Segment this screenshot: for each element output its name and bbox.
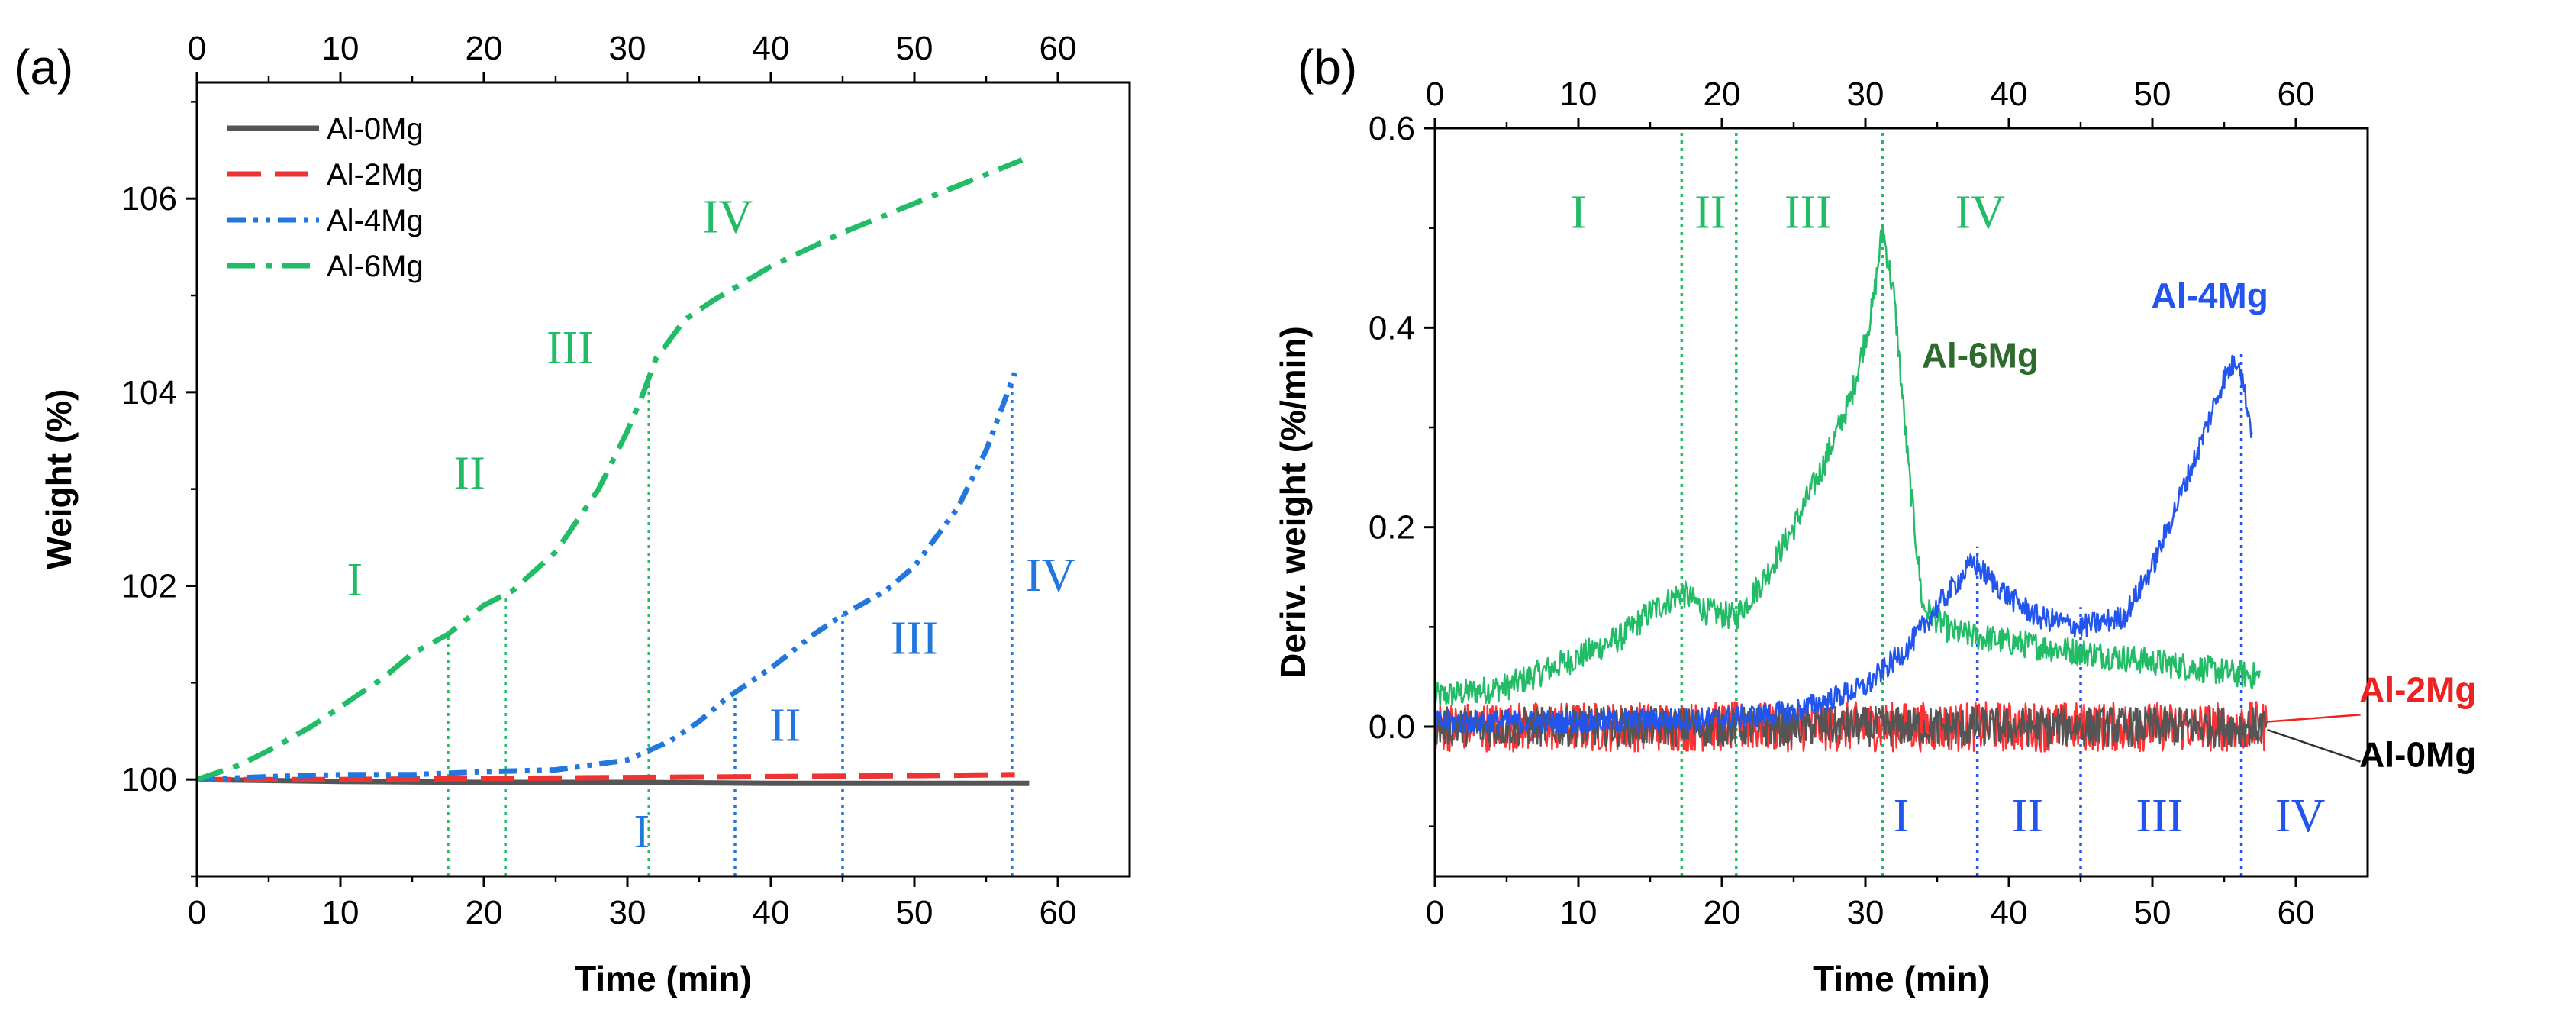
x-tick-label-top: 20	[466, 30, 503, 67]
series-line-al-6mg	[197, 157, 1024, 782]
x-tick-label-top: 10	[1560, 76, 1598, 113]
x-tick-label: 50	[2134, 894, 2171, 931]
series-label-al-4mg: Al-4Mg	[2152, 276, 2268, 315]
stage-label: II	[454, 448, 485, 500]
x-tick-label: 10	[1560, 894, 1598, 931]
x-tick-label-top: 20	[1704, 76, 1741, 113]
legend-label-al-0mg: Al-0Mg	[327, 112, 424, 146]
x-tick-label: 0	[188, 894, 206, 931]
y-axis-title: Weight (%)	[39, 389, 79, 570]
y-tick-label: 104	[121, 374, 177, 411]
series-line-al-4mg	[197, 372, 1017, 782]
legend-label-al-6mg: Al-6Mg	[327, 250, 424, 283]
stage-label: IV	[2275, 790, 2326, 842]
stage-label: IV	[1955, 187, 2006, 239]
x-tick-label: 0	[1426, 894, 1444, 931]
x-axis-title: Time (min)	[575, 959, 752, 998]
stage-label: III	[2136, 790, 2183, 842]
leader-line-al-2mg	[2267, 714, 2361, 723]
series-line-al-0mg	[1435, 705, 2268, 748]
x-tick-label-top: 0	[188, 30, 206, 67]
x-tick-label: 40	[753, 894, 790, 931]
y-tick-label: 0.4	[1369, 309, 1415, 347]
x-tick-label-top: 40	[1991, 76, 2028, 113]
plot-frame	[1433, 127, 2369, 878]
y-tick-label: 0.0	[1369, 708, 1415, 746]
stage-label: II	[769, 699, 801, 751]
y-tick-label: 0.2	[1369, 509, 1415, 547]
panel-label: (b)	[1298, 40, 1357, 95]
x-tick-label-top: 0	[1426, 76, 1444, 113]
x-tick-label-top: 30	[1847, 76, 1884, 113]
x-tick-label: 10	[322, 894, 359, 931]
panel-label: (a)	[14, 40, 73, 95]
x-tick-label-top: 60	[1040, 30, 1077, 67]
panel-a: (a) 0 0 10 10 20 20 30 30 40 40 50 50 60 60 100 102 104 10…	[14, 30, 1131, 998]
series-label-al-0mg: Al-0Mg	[2359, 734, 2476, 774]
stage-label: II	[2012, 790, 2043, 842]
stage-label: III	[546, 322, 594, 374]
stage-label: III	[891, 612, 938, 664]
y-tick-label: 106	[121, 180, 177, 218]
x-axis-title: Time (min)	[1813, 959, 1990, 998]
legend-label-al-2mg: Al-2Mg	[327, 158, 424, 192]
stage-label: IV	[1026, 550, 1076, 602]
leader-line-al-0mg	[2266, 728, 2362, 763]
stage-label: I	[1894, 790, 1910, 842]
x-tick-label: 50	[896, 894, 933, 931]
x-tick-label-top: 40	[753, 30, 790, 67]
y-axis-title: Deriv. weight (%/min)	[1273, 326, 1313, 679]
x-tick-label: 40	[1991, 894, 2028, 931]
y-tick-label: 102	[121, 568, 177, 605]
x-tick-label: 20	[466, 894, 503, 931]
stage-label: III	[1785, 187, 1832, 239]
x-tick-label-top: 50	[896, 30, 933, 67]
stage-label: I	[347, 554, 363, 606]
stage-label: II	[1694, 187, 1726, 239]
x-tick-label-top: 50	[2134, 76, 2171, 113]
series-label-al-6mg: Al-6Mg	[1922, 336, 2039, 376]
x-tick-label-top: 60	[2278, 76, 2315, 113]
x-tick-label-top: 30	[609, 30, 646, 67]
stage-label: I	[634, 806, 650, 858]
series-label-al-2mg: Al-2Mg	[2359, 669, 2476, 709]
series-line-al-4mg	[1435, 354, 2253, 735]
x-tick-label: 20	[1704, 894, 1741, 931]
x-tick-label: 30	[1847, 894, 1884, 931]
stage-label: I	[1571, 187, 1587, 239]
legend-label-al-4mg: Al-4Mg	[327, 204, 424, 237]
y-tick-label: 100	[121, 761, 177, 798]
panel-b: (b) 0 0 10 10 20 20 30 30 40 40 50 50 60 60 0.0 0.2 0.4 0.…	[1273, 40, 2476, 998]
stage-label: IV	[703, 192, 753, 244]
y-tick-label: 0.6	[1369, 110, 1415, 147]
x-tick-label: 60	[1040, 894, 1077, 931]
x-tick-label: 60	[2278, 894, 2315, 931]
series-line-al-2mg	[197, 772, 1015, 782]
x-tick-label: 30	[609, 894, 646, 931]
plot-frame	[195, 81, 1131, 878]
series-line-al-6mg	[1435, 224, 2261, 707]
x-tick-label-top: 10	[322, 30, 359, 67]
